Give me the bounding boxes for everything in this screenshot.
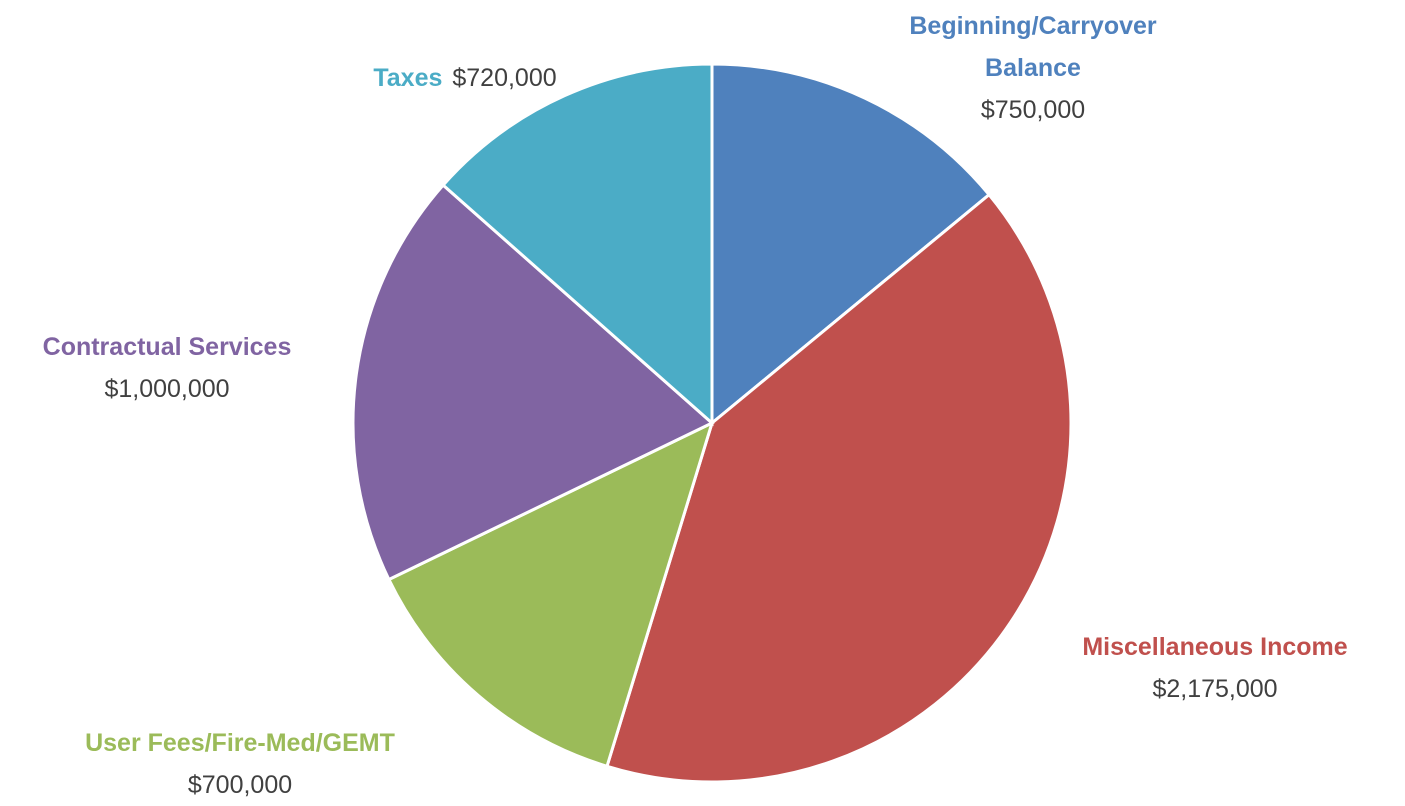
pie-slice [441, 62, 714, 427]
pie-slice [605, 192, 1073, 784]
value-label: $2,175,000 [1152, 675, 1278, 703]
pie-slice [351, 182, 715, 582]
pie-slice [710, 62, 992, 427]
slice-label: Taxes $720,000 [305, 57, 625, 99]
slice-label: Beginning/Carryover Balance $750,000 [883, 5, 1183, 131]
value-label: $750,000 [980, 96, 1086, 124]
pie-slice [386, 420, 715, 769]
category-label: User Fees/Fire-Med/GEMT [85, 729, 395, 757]
category-label: Miscellaneous Income [1082, 633, 1348, 661]
value-label: $700,000 [187, 771, 293, 799]
category-label: Contractual Services [42, 333, 292, 361]
slice-label: User Fees/Fire-Med/GEMT $700,000 [10, 722, 470, 806]
value-label: $720,000 [452, 64, 557, 92]
slice-label: Miscellaneous Income $2,175,000 [1015, 626, 1405, 710]
category-label: Taxes [373, 64, 443, 92]
category-label: Beginning/Carryover Balance [909, 12, 1157, 82]
value-label: $1,000,000 [104, 375, 230, 403]
slice-label: Contractual Services $1,000,000 [0, 326, 347, 410]
